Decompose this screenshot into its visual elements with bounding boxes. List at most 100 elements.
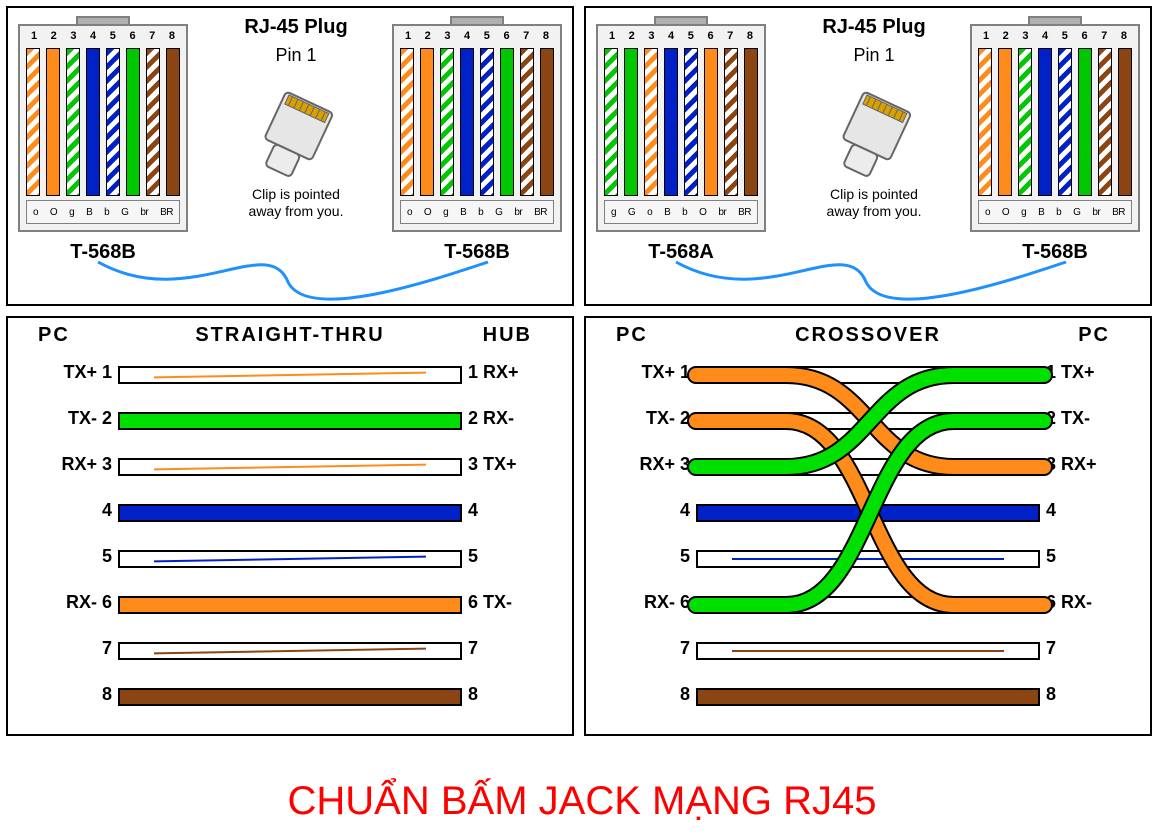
wire-code: g [69,207,74,218]
wire [66,48,80,196]
rj45-plug-heading: RJ-45 Plug [196,16,396,39]
device-label-left: PC [616,324,648,347]
wire [420,48,434,196]
wire-code: B [1038,207,1044,218]
wire-code: o [647,207,652,218]
wire-code: g [1021,207,1026,218]
pin1-label: Pin 1 [196,45,396,66]
panel-plugs-crossover: 12345678 gGoBbObrBR T-568A RJ-45 Plug Pi… [584,6,1152,306]
pin-number: 3 [643,30,659,42]
signal-label-right: 4 [468,500,558,521]
wire-code: g [443,207,448,218]
signal-label-left: 5 [600,546,690,567]
signal-label-right: 8 [468,684,558,705]
wire-code: G [121,207,128,218]
wire-code: BR [738,207,751,218]
wire [998,48,1012,196]
wire-code: br [1092,207,1100,218]
wire-code: G [495,207,502,218]
pin-number: 6 [703,30,719,42]
pin-number: 8 [164,30,180,42]
wire-code: O [1002,207,1009,218]
wire-code: br [718,207,726,218]
signal-label-left: 4 [600,500,690,521]
wire-code: br [140,207,148,218]
wire-code: G [1073,207,1080,218]
wire [500,48,514,196]
pin-number: 5 [105,30,121,42]
wire-lane [118,458,462,476]
wire [664,48,678,196]
wiring-type-title: STRAIGHT-THRU [195,324,384,347]
signal-label-right: 4 [1046,500,1136,521]
rj45-plug-1-568b: 12345678 oOgBbGbrBR T-568B [18,24,188,232]
pin-number: 8 [538,30,554,42]
wire-code: o [33,207,38,218]
wire [166,48,180,196]
pin-number: 8 [1116,30,1132,42]
wire [704,48,718,196]
wire [1118,48,1132,196]
pin-number: 5 [1057,30,1073,42]
signal-label-left: 8 [22,684,112,705]
signal-label-left: 4 [22,500,112,521]
pin-number: 8 [742,30,758,42]
wire-code: o [407,207,412,218]
wire [540,48,554,196]
panel-plugs-straight: 12345678 oOgBbGbrBR T-568B RJ-45 Plug Pi… [6,6,574,306]
wire-lane [696,412,1040,430]
wire-code: B [86,207,92,218]
wire-code: O [424,207,431,218]
wire [46,48,60,196]
rj45-plug-3-568a: 12345678 gGoBbObrBR T-568A [596,24,766,232]
wire-code: o [985,207,990,218]
wire-code: B [460,207,466,218]
wire [644,48,658,196]
pin-number: 7 [144,30,160,42]
plug-center-info: RJ-45 Plug Pin 1 Clip is pointed away fr… [196,16,396,220]
pin-number: 6 [499,30,515,42]
signal-label-left: TX+ 1 [600,362,690,383]
pin-number: 5 [683,30,699,42]
wire-code: g [611,207,616,218]
wire [460,48,474,196]
wire-code: b [104,207,109,218]
wire [520,48,534,196]
pin-number: 6 [125,30,141,42]
signal-label-right: 5 [468,546,558,567]
signal-label-right: 7 [468,638,558,659]
signal-label-left: 7 [22,638,112,659]
wire-code: b [1056,207,1061,218]
pin-number: 3 [1017,30,1033,42]
pin-number: 4 [1037,30,1053,42]
wire [1018,48,1032,196]
pin-number: 7 [518,30,534,42]
signal-label-left: TX+ 1 [22,362,112,383]
wire-lane [118,550,462,568]
device-label-right: HUB [483,324,532,347]
pin-number: 7 [1096,30,1112,42]
signal-label-right: 7 [1046,638,1136,659]
wire [400,48,414,196]
pin-number: 5 [479,30,495,42]
rj45-plug-2-568b: 12345678 oOgBbGbrBR T-568B [392,24,562,232]
wire-code: BR [1112,207,1125,218]
pin-number: 2 [420,30,436,42]
wire-code: BR [160,207,173,218]
wire-lane [696,642,1040,660]
signal-label-left: 5 [22,546,112,567]
wire [146,48,160,196]
wire-lane [118,412,462,430]
wire-code: G [628,207,635,218]
wire [126,48,140,196]
wire [684,48,698,196]
rj45-plug-4-568b: 12345678 oOgBbGbrBR T-568B [970,24,1140,232]
pin-number: 4 [663,30,679,42]
wire-lane [118,642,462,660]
wire [1098,48,1112,196]
pin-number: 2 [46,30,62,42]
pin-number: 4 [85,30,101,42]
cable-loop-icon [8,252,572,308]
signal-label-left: 8 [600,684,690,705]
wire-lane [696,366,1040,384]
